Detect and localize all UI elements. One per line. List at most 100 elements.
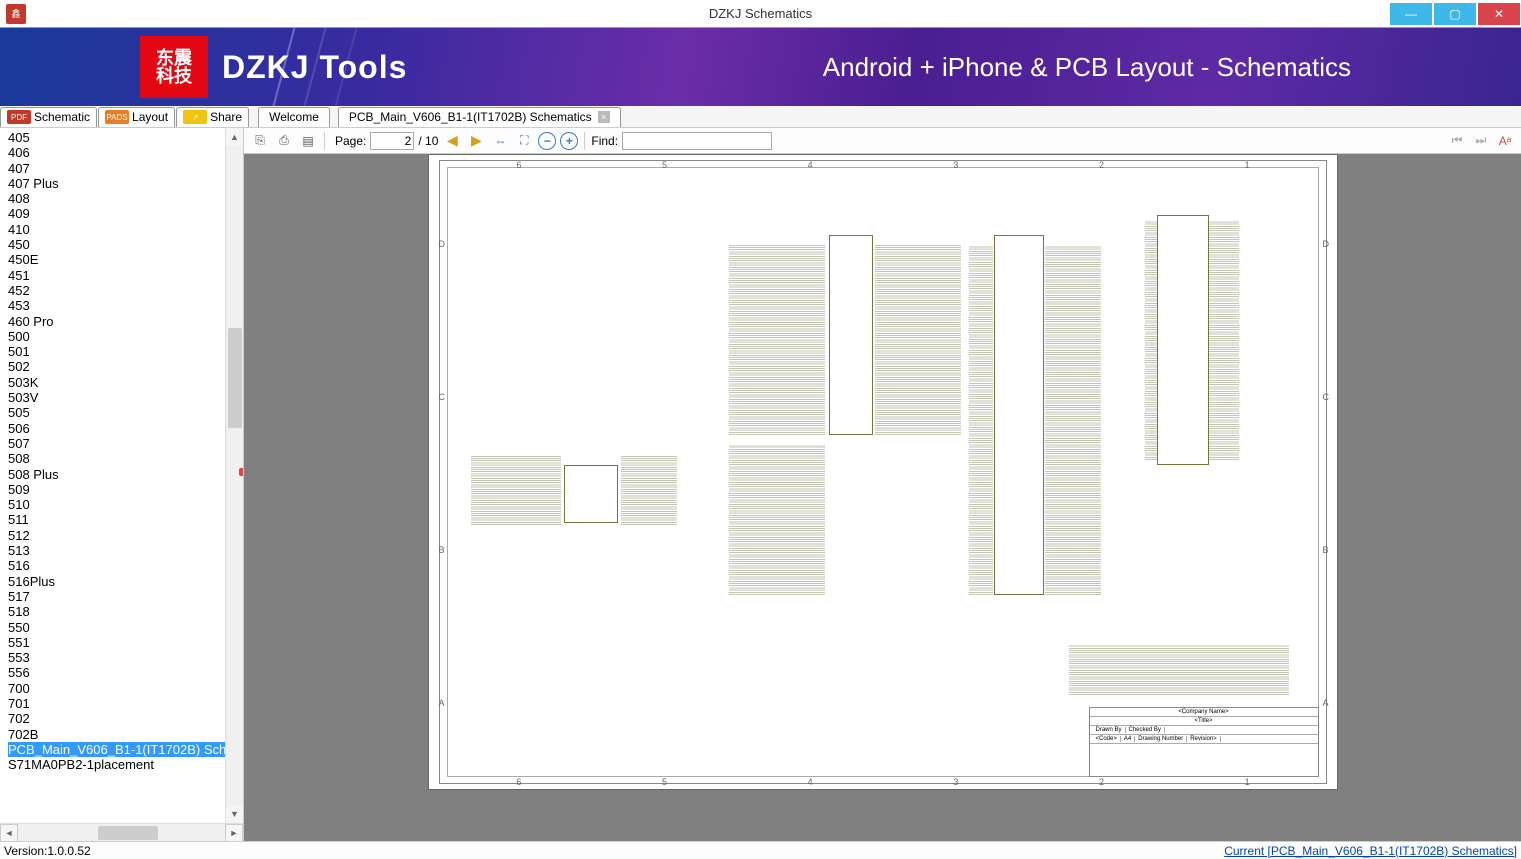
prev-page-button[interactable]: ◀ xyxy=(442,131,462,151)
tree-item[interactable]: 405 xyxy=(8,130,243,145)
grid-row-label: D xyxy=(1323,239,1330,249)
pads-icon: PADS xyxy=(105,110,129,124)
tree-item[interactable]: 518 xyxy=(8,604,243,619)
version-label: Version:1.0.0.52 xyxy=(4,844,91,858)
tree-item[interactable]: 556 xyxy=(8,665,243,680)
tree-item[interactable]: 508 Plus xyxy=(8,467,243,482)
tree-item[interactable]: 506 xyxy=(8,421,243,436)
tree-item[interactable]: 517 xyxy=(8,589,243,604)
tree-item[interactable]: 501 xyxy=(8,344,243,359)
scroll-down-arrow-icon[interactable]: ▼ xyxy=(226,805,243,823)
current-document-link[interactable]: Current [PCB_Main_V606_B1-1(IT1702B) Sch… xyxy=(1224,844,1517,858)
tree-item[interactable]: 551 xyxy=(8,635,243,650)
tree-item[interactable]: 512 xyxy=(8,528,243,543)
schematic-chip xyxy=(1157,215,1209,465)
doc-tab[interactable]: PCB_Main_V606_B1-1(IT1702B) Schematics× xyxy=(338,107,621,127)
tree-item[interactable]: 700 xyxy=(8,681,243,696)
tree-item[interactable]: 508 xyxy=(8,451,243,466)
fit-width-button[interactable]: ⇔ xyxy=(490,131,510,151)
tree-item[interactable]: 505 xyxy=(8,405,243,420)
find-next-button[interactable]: ⏭ xyxy=(1471,131,1491,151)
tree-item[interactable]: 502 xyxy=(8,359,243,374)
zoom-out-button[interactable]: − xyxy=(538,132,556,150)
maximize-button[interactable]: ▢ xyxy=(1434,3,1476,25)
grid-row-label: D xyxy=(439,239,446,249)
doc-tab[interactable]: Welcome xyxy=(258,107,330,127)
tree-item[interactable]: PCB_Main_V606_B1-1(IT1702B) Schematics xyxy=(8,742,243,757)
sidebar-horizontal-scrollbar[interactable]: ◄ ► xyxy=(0,823,243,841)
title-block-drawing: Drawing Number xyxy=(1135,736,1187,742)
viewer-toolbar: ⎘ ⎙ ▤ Page: / 10 ◀ ▶ ⇔ ⛶ − + Find: ⏮ ⏭ A… xyxy=(244,128,1521,154)
tree-item[interactable]: 452 xyxy=(8,283,243,298)
grid-col-label: 1 xyxy=(1245,160,1250,170)
find-prev-button[interactable]: ⏮ xyxy=(1447,131,1467,151)
scroll-right-arrow-icon[interactable]: ► xyxy=(225,824,243,842)
schematic-wires xyxy=(621,455,677,525)
minimize-button[interactable]: — xyxy=(1390,3,1432,25)
tree-item[interactable]: 450 xyxy=(8,237,243,252)
grid-col-label: 2 xyxy=(1099,777,1104,787)
brand-title: DZKJ Tools xyxy=(222,49,407,86)
tab-close-icon[interactable]: × xyxy=(598,111,610,123)
side-tab-share[interactable]: ↗Share xyxy=(176,107,249,127)
tree-item[interactable]: 503K xyxy=(8,375,243,390)
grid-row-label: C xyxy=(1323,392,1330,402)
hscroll-thumb[interactable] xyxy=(98,826,158,840)
highlight-button[interactable]: Aᵃ xyxy=(1495,131,1515,151)
fit-page-button[interactable]: ⛶ xyxy=(514,131,534,151)
tree-item[interactable]: 409 xyxy=(8,206,243,221)
tree-item[interactable]: 509 xyxy=(8,482,243,497)
tree-item[interactable]: 513 xyxy=(8,543,243,558)
tree-item[interactable]: 406 xyxy=(8,145,243,160)
grid-col-label: 5 xyxy=(662,777,667,787)
grid-col-label: 5 xyxy=(662,160,667,170)
tree-item[interactable]: 407 Plus xyxy=(8,176,243,191)
tree-item[interactable]: 450E xyxy=(8,252,243,267)
tree-item[interactable]: 408 xyxy=(8,191,243,206)
grid-row-label: B xyxy=(1323,545,1329,555)
share-icon: ↗ xyxy=(183,110,207,124)
tree-item[interactable]: 407 xyxy=(8,161,243,176)
tree-item[interactable]: 500 xyxy=(8,329,243,344)
file-tree[interactable]: 405406407407 Plus408409410450450E4514524… xyxy=(0,128,243,823)
tree-item[interactable]: 510 xyxy=(8,497,243,512)
tree-item[interactable]: 451 xyxy=(8,268,243,283)
tree-item[interactable]: 453 xyxy=(8,298,243,313)
tree-item[interactable]: 516Plus xyxy=(8,574,243,589)
pages-button[interactable]: ▤ xyxy=(298,131,318,151)
find-input[interactable] xyxy=(622,132,772,150)
zoom-in-button[interactable]: + xyxy=(560,132,578,150)
scroll-thumb[interactable] xyxy=(228,328,242,428)
side-tab-schematic[interactable]: PDFSchematic xyxy=(0,107,97,127)
find-label: Find: xyxy=(591,134,618,148)
page-number-input[interactable] xyxy=(370,132,414,150)
tree-item[interactable]: 516 xyxy=(8,558,243,573)
close-button[interactable]: ✕ xyxy=(1478,3,1520,25)
tree-item[interactable]: 503V xyxy=(8,390,243,405)
side-tab-layout[interactable]: PADSLayout xyxy=(98,107,175,127)
tree-item[interactable]: 702 xyxy=(8,711,243,726)
page-total: / 10 xyxy=(418,134,438,148)
scroll-up-arrow-icon[interactable]: ▲ xyxy=(226,128,243,146)
tree-item[interactable]: S71MA0PB2-1placement xyxy=(8,757,243,772)
app-icon: 鑫 xyxy=(6,4,26,24)
tree-item[interactable]: 702B xyxy=(8,727,243,742)
document-viewer: ⎘ ⎙ ▤ Page: / 10 ◀ ▶ ⇔ ⛶ − + Find: ⏮ ⏭ A… xyxy=(244,128,1521,841)
schematic-wires xyxy=(969,245,993,595)
splitter-handle-icon[interactable] xyxy=(239,468,243,476)
tree-item[interactable]: 553 xyxy=(8,650,243,665)
tree-item[interactable]: 507 xyxy=(8,436,243,451)
canvas-area[interactable]: 665544332211DDCCBBAA <Company Name> <Tit… xyxy=(244,154,1521,841)
scroll-left-arrow-icon[interactable]: ◄ xyxy=(0,824,18,842)
schematic-wires xyxy=(1045,245,1101,595)
print-button[interactable]: ⎙ xyxy=(274,131,294,151)
tree-item[interactable]: 550 xyxy=(8,620,243,635)
tree-item[interactable]: 701 xyxy=(8,696,243,711)
tree-item[interactable]: 460 Pro xyxy=(8,314,243,329)
next-page-button[interactable]: ▶ xyxy=(466,131,486,151)
copy-button[interactable]: ⎘ xyxy=(250,131,270,151)
grid-col-label: 3 xyxy=(953,777,958,787)
tree-item[interactable]: 511 xyxy=(8,512,243,527)
grid-col-label: 2 xyxy=(1099,160,1104,170)
tree-item[interactable]: 410 xyxy=(8,222,243,237)
